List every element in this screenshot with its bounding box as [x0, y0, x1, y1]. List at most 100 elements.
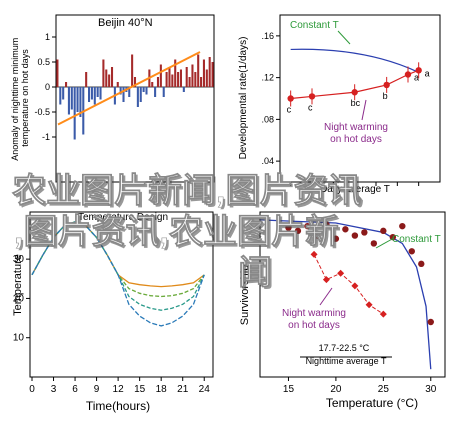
panel-d-xtick-label: 15 — [283, 384, 295, 395]
bar — [185, 67, 188, 87]
bar — [200, 77, 203, 87]
bar — [188, 77, 191, 87]
panel-d-warming-point — [365, 301, 373, 309]
panel-d-constant-point — [418, 260, 425, 268]
bar — [110, 67, 114, 87]
panel-b-point — [404, 71, 412, 78]
panel-c-ytick-label: 10 — [13, 333, 25, 344]
panel-a-ytick-label: -1 — [42, 132, 50, 142]
panel-d-constant-point — [351, 232, 359, 239]
panel-c-series-line — [31, 221, 205, 327]
panel-a-ytick-label: 0.5 — [37, 57, 50, 67]
panel-d-constant-point — [332, 235, 340, 242]
panel-a: 1 0.5 0 -0.5 -1 — [34, 32, 214, 142]
bar — [179, 69, 182, 87]
panel-d-constant-point — [399, 222, 406, 230]
bar — [162, 87, 165, 97]
panel-d-constant-point — [304, 222, 311, 230]
bar — [156, 77, 160, 87]
panel-c-frame — [29, 211, 214, 378]
panel-b-point-label: bc — [351, 98, 361, 108]
panel-b-point — [308, 93, 316, 100]
panel-c-title: Temperature Design — [78, 212, 168, 223]
watermark-line-2: ,图片资讯,农业图片新 — [14, 213, 339, 251]
panel-b-annot-night-1: Night warming — [324, 122, 388, 133]
bar — [99, 87, 102, 100]
panel-b-constant-curve — [290, 48, 419, 73]
bar — [168, 67, 171, 87]
bar — [145, 87, 148, 95]
panel-d-constant-point — [380, 227, 387, 235]
panel-b-xlabel: Daily average T — [320, 184, 390, 195]
panel-c-xtick-label: 15 — [134, 384, 146, 395]
bar — [177, 72, 180, 87]
panel-c-xtick-label: 9 — [94, 384, 100, 395]
bar — [205, 69, 208, 87]
panel-d-constant-point — [323, 221, 330, 228]
bar — [131, 54, 134, 87]
panel-c-ytick-label: 30 — [13, 254, 25, 265]
bar — [76, 87, 79, 112]
bar — [139, 87, 142, 102]
bar — [79, 87, 82, 117]
panel-b-annot-arrow — [337, 30, 351, 45]
panel-a-ytick-label: 1 — [45, 32, 50, 42]
bar — [211, 62, 214, 87]
bar — [174, 59, 177, 87]
bar — [70, 87, 73, 110]
panel-a-ylabel: Anomaly of nighttime minimum temperature… — [10, 35, 30, 161]
bar — [93, 87, 96, 105]
bar — [85, 72, 88, 87]
panel-b-point — [287, 95, 294, 102]
bar — [136, 87, 139, 107]
bar — [65, 82, 68, 87]
bar — [197, 54, 200, 87]
panel-c-xtick-label: 6 — [72, 384, 78, 395]
bar — [88, 87, 91, 102]
panel-d-warming-point — [351, 282, 359, 290]
panel-d-annot-night-2: on hot days — [288, 320, 340, 331]
bar — [96, 87, 99, 97]
panel-c-xtick-label: 0 — [29, 384, 35, 395]
panel-a-trend-line — [57, 51, 201, 126]
panel-b-point-label: a — [414, 72, 419, 82]
bar — [90, 87, 93, 100]
panel-c-xtick-label: 12 — [113, 384, 125, 395]
panel-d-warming-point — [379, 310, 387, 318]
bar — [171, 74, 174, 87]
watermark-shadow-2: ,图片资讯,农业图片新 — [16, 215, 341, 253]
panel-c-xlabel: Time(hours) — [86, 399, 150, 413]
bar — [116, 82, 119, 87]
panel-d-xtick-label: 25 — [378, 384, 390, 395]
panel-d-constant-point — [361, 229, 368, 236]
panel-b-point — [351, 89, 358, 96]
panel-d-constant-point — [389, 233, 397, 241]
bar — [67, 87, 70, 115]
bar — [62, 87, 65, 100]
panel-d-annot-night-1: Night warming — [282, 308, 346, 319]
panel-d-constant-point — [294, 227, 302, 235]
bar — [208, 57, 211, 87]
panel-c-xtick-label: 3 — [51, 384, 57, 395]
panel-a-ytick-label: 0 — [45, 82, 50, 92]
watermark: 农业图片新闻,图片资讯 农业图片新闻,图片资讯 ,图片资讯,农业图片新 ,图片资… — [12, 172, 364, 294]
panel-b-annot-arrow-2 — [361, 99, 367, 121]
panel-b-annot-constant: Constant T — [290, 20, 339, 31]
bar — [122, 87, 125, 102]
panel-d-warming-point — [337, 269, 345, 277]
panel-b-annot-night-2: on hot days — [330, 134, 382, 145]
panel-a-frame — [55, 14, 215, 183]
bar — [119, 87, 122, 95]
panel-a-title: Beijin 40°N — [98, 17, 153, 29]
panel-a-ytick-label: -0.5 — [34, 107, 50, 117]
panel-c-ytick-label: 20 — [13, 293, 25, 304]
panel-c-xtick-label: 18 — [156, 384, 168, 395]
panel-b-point-label: c — [287, 105, 292, 115]
panel-c-ylabel: Temperature — [12, 254, 24, 316]
panel-d-annot-constant: Constant T — [392, 234, 441, 245]
panel-d-constant-point — [285, 224, 292, 231]
panel-d-fit-curve — [259, 219, 432, 370]
panel-d-constant-point — [427, 318, 434, 326]
